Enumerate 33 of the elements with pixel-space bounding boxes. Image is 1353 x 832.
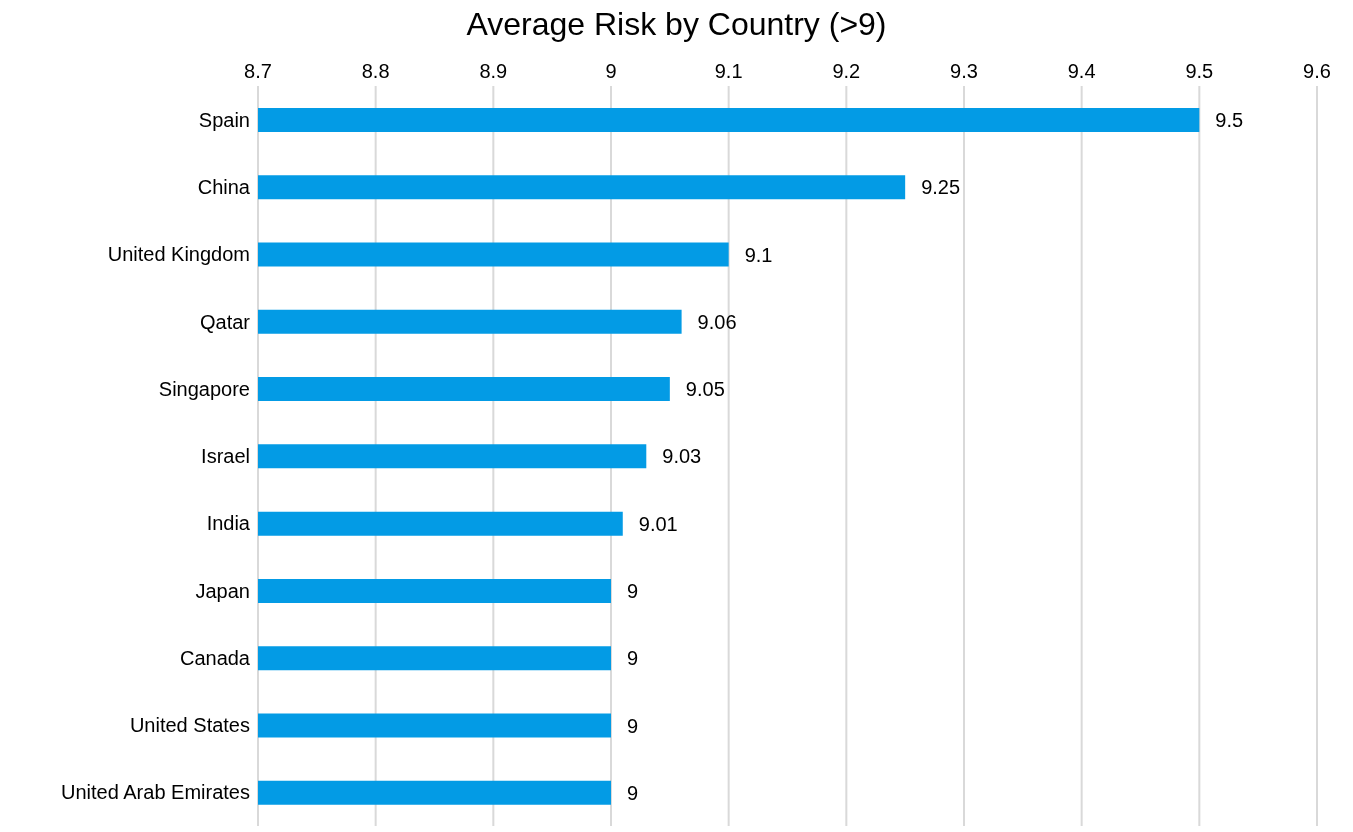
y-tick-label: Singapore: [158, 377, 250, 400]
y-tick-label: United States: [129, 714, 250, 737]
x-tick-label: 9.6: [1303, 60, 1331, 82]
x-tick-label: 8.9: [479, 60, 508, 82]
data-label: 9.06: [697, 310, 737, 333]
data-label: 9.03: [662, 445, 702, 468]
y-tick-label: India: [206, 512, 251, 535]
data-label: 9.05: [685, 378, 725, 401]
data-label: 9: [627, 647, 639, 670]
data-label: 9.1: [744, 243, 773, 266]
x-tick-label: 9.3: [950, 60, 978, 82]
data-label: 9: [627, 580, 639, 603]
y-tick-label: Qatar: [199, 310, 251, 333]
x-tick-label: 8.8: [361, 60, 390, 82]
y-tick-label: China: [197, 176, 251, 199]
y-tick-label: United Kingdom: [107, 243, 250, 266]
y-tick-label: Spain: [198, 108, 250, 131]
y-tick-label: United Arab Emirates: [61, 781, 250, 804]
x-tick-label: 9.5: [1185, 60, 1214, 82]
y-tick-label: Canada: [179, 646, 251, 669]
x-tick-label: 9: [605, 60, 617, 82]
chart-title: Average Risk by Country (>9): [465, 5, 888, 44]
data-label: 9.01: [638, 512, 678, 535]
data-label: 9: [627, 781, 639, 804]
x-tick-label: 9.2: [832, 60, 861, 82]
data-label: 9.25: [921, 176, 961, 199]
data-label: 9.5: [1215, 109, 1244, 132]
y-tick-label: Israel: [201, 445, 250, 468]
x-tick-label: 9.4: [1067, 60, 1096, 82]
x-tick-label: 8.7: [244, 60, 272, 82]
y-tick-label: Japan: [195, 579, 250, 602]
data-label: 9: [627, 714, 639, 737]
x-tick-label: 9.1: [714, 60, 743, 82]
